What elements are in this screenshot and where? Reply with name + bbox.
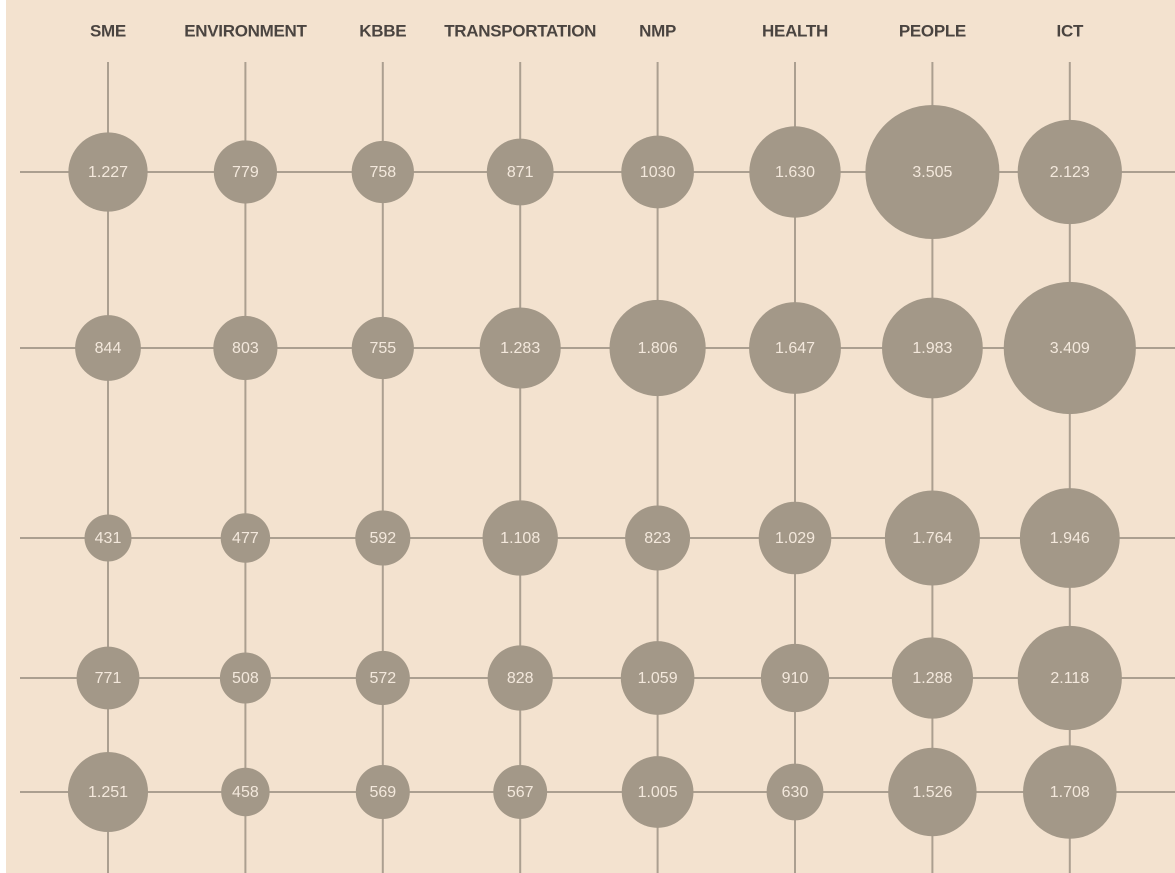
bubble — [621, 756, 694, 828]
bubble — [479, 307, 561, 389]
bubble — [68, 132, 148, 212]
bubble — [882, 297, 983, 399]
bubble — [620, 641, 695, 715]
bubble — [351, 316, 414, 380]
bubble-label: 1.251 — [88, 784, 128, 801]
column-header: SME — [90, 21, 126, 40]
bubble-label: 871 — [507, 164, 534, 181]
bubble — [351, 140, 414, 204]
bubble — [220, 513, 271, 563]
bubble — [888, 747, 977, 837]
bubble-label: 1.288 — [912, 670, 952, 687]
bubble-label: 1.983 — [912, 340, 952, 357]
bubble — [219, 652, 271, 704]
bubble — [766, 763, 824, 821]
bubble-label: 1.946 — [1050, 530, 1090, 547]
bubble-label: 1.059 — [638, 670, 678, 687]
bubble — [884, 490, 980, 586]
bubble — [221, 767, 270, 817]
bubble-label: 3.409 — [1050, 340, 1090, 357]
bubble-label: 2.118 — [1050, 670, 1089, 687]
bubble-label: 1.647 — [775, 340, 815, 357]
bubble-label: 1.806 — [638, 340, 678, 357]
bubble — [625, 505, 691, 571]
bubble-label: 431 — [95, 530, 122, 547]
bubble-label: 803 — [232, 340, 259, 357]
bubble — [1017, 119, 1122, 225]
bubble-label: 1.227 — [88, 164, 128, 181]
bubble — [67, 751, 149, 833]
bubble — [1003, 281, 1136, 415]
bubble-label: 1.029 — [775, 530, 815, 547]
bubble-label: 758 — [369, 164, 396, 181]
bubble-label: 1.630 — [775, 164, 815, 181]
bubble-label: 477 — [232, 530, 259, 547]
column-header: HEALTH — [762, 21, 828, 40]
bubble — [355, 765, 410, 819]
column-header: ICT — [1057, 21, 1084, 40]
bubble — [213, 315, 278, 381]
background — [6, 0, 1175, 873]
bubble — [482, 500, 558, 576]
bubble-label: 458 — [232, 784, 259, 801]
bubble-label: 567 — [507, 784, 534, 801]
bubble — [865, 105, 1000, 239]
bubble-label: 755 — [369, 340, 396, 357]
bubble-label: 1.708 — [1050, 784, 1090, 801]
bubble — [1017, 625, 1122, 731]
bubble — [486, 138, 554, 206]
bubble-label: 1.005 — [638, 784, 678, 801]
bubble — [487, 645, 553, 711]
bubble — [1019, 488, 1120, 588]
bubble-label: 910 — [782, 670, 809, 687]
bubble-label: 3.505 — [912, 164, 952, 181]
bubble — [75, 315, 141, 381]
bubble — [493, 765, 548, 819]
bubble — [76, 646, 140, 710]
bubble — [1023, 745, 1117, 839]
bubble — [749, 126, 841, 218]
column-header: ENVIRONMENT — [184, 21, 307, 40]
bubble-label: 569 — [369, 784, 396, 801]
bubble-label: 630 — [782, 784, 809, 801]
bubble — [213, 140, 277, 204]
bubble-label: 592 — [369, 530, 396, 547]
bubble — [355, 650, 410, 706]
bubble — [84, 514, 132, 562]
bubble — [760, 643, 830, 713]
column-header: KBBE — [359, 21, 406, 40]
bubble-label: 572 — [369, 670, 396, 687]
bubble-label: 1.526 — [912, 784, 952, 801]
bubble-label: 1.764 — [912, 530, 952, 547]
bubble-label: 1.108 — [500, 530, 540, 547]
column-header: PEOPLE — [899, 21, 966, 40]
bubble-label: 844 — [95, 340, 122, 357]
bubble-label: 1.283 — [500, 340, 540, 357]
column-header: NMP — [639, 21, 676, 40]
bubble-label: 2.123 — [1050, 164, 1090, 181]
bubble — [621, 135, 694, 209]
bubble-label: 823 — [644, 530, 671, 547]
bubble — [758, 501, 832, 575]
bubble — [609, 299, 706, 397]
bubble — [891, 637, 974, 719]
bubble-label: 508 — [232, 670, 259, 687]
bubble-label: 828 — [507, 670, 534, 687]
bubble — [749, 302, 841, 394]
bubble-label: 779 — [232, 164, 259, 181]
bubble-label: 771 — [95, 670, 122, 687]
column-header: TRANSPORTATION — [444, 21, 596, 40]
bubble-label: 1030 — [640, 164, 676, 181]
bubble — [355, 510, 411, 566]
